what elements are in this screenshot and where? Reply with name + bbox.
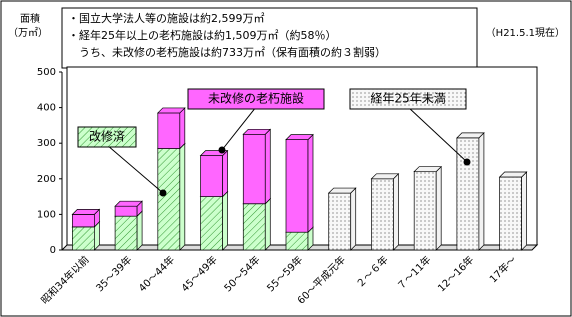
bar-top — [285, 134, 314, 140]
bar — [242, 203, 266, 251]
y-tick-label: 100 — [37, 209, 56, 220]
bar-top — [456, 132, 485, 139]
legend-swatch — [77, 126, 137, 148]
bar-top — [156, 107, 186, 114]
bar-side — [435, 165, 442, 251]
bar — [200, 155, 223, 197]
annotation: ・国立大学法人等の施設は約2,599万㎡ — [68, 11, 265, 25]
x-tick-label: 35～39年 — [93, 253, 134, 294]
bar-side — [222, 149, 228, 198]
bar-top — [71, 209, 101, 215]
bar-side — [179, 142, 186, 251]
bar — [242, 133, 266, 205]
annotation: うち、未改修の老朽施設は約733万㎡（保有面積の約３割弱） — [68, 45, 386, 59]
x-tick-label: 50～54年 — [221, 253, 262, 294]
legend-swatch — [349, 88, 467, 110]
legend-label: 改修済 — [89, 129, 125, 144]
annotation-box — [61, 7, 478, 69]
bar — [157, 112, 181, 149]
bar-side — [350, 187, 357, 251]
bar-side — [264, 197, 271, 251]
bar — [157, 148, 181, 251]
callout-dot — [463, 158, 471, 166]
bar-side — [222, 190, 228, 251]
bar — [285, 231, 309, 251]
bar-side — [264, 128, 271, 205]
x-tick-label: ２～６年 — [353, 253, 390, 290]
bar — [114, 215, 138, 251]
y-tick-label: 200 — [37, 174, 56, 185]
bar-top — [327, 187, 357, 194]
x-tick-label: 55～59年 — [264, 253, 305, 294]
bar-top — [370, 173, 400, 180]
bar-top — [114, 200, 143, 207]
callout-line — [106, 144, 164, 194]
legend-label: 経年25年未満 — [370, 92, 445, 106]
y-tick-label: 400 — [37, 103, 56, 114]
bar — [328, 192, 352, 251]
bar-side — [136, 210, 143, 251]
bar-top — [498, 171, 528, 178]
y-label: 面積 — [20, 12, 40, 25]
y-tick-label: 300 — [37, 138, 56, 149]
bar — [114, 205, 138, 217]
x-tick-label: 45～49年 — [178, 253, 219, 294]
bar-side — [179, 107, 186, 150]
bar — [72, 226, 95, 251]
bar — [72, 214, 95, 228]
bar — [200, 196, 223, 251]
bar — [285, 139, 309, 233]
y-tick-label: 0 — [50, 245, 56, 256]
x-tick-label: 17年～ — [487, 253, 519, 285]
date-note: （H21.5.1現在） — [486, 27, 565, 39]
bar-side — [393, 172, 399, 251]
callout-dot — [159, 189, 167, 197]
x-tick-label: 40～44年 — [136, 253, 177, 294]
x-tick-label: 昭和34年以前 — [38, 253, 92, 307]
callout-line — [221, 106, 257, 151]
annotation: ・経年25年以上の老朽施設は約1,509万㎡（約58％） — [68, 28, 336, 42]
callout-dot — [218, 146, 226, 154]
bar-side — [521, 171, 527, 251]
bar — [413, 171, 437, 251]
legend-swatch — [187, 88, 325, 110]
x-tick-label: ７～11年 — [394, 253, 433, 292]
x-tick-label: 12～16年 — [435, 253, 476, 294]
bar-top — [242, 128, 272, 135]
bar — [371, 178, 394, 251]
bar — [499, 176, 522, 251]
legend-label: 未改修の老朽施設 — [208, 91, 304, 106]
bar-top — [413, 166, 443, 173]
bar-side — [307, 133, 314, 234]
bar — [456, 137, 480, 251]
y-tick-label: 500 — [37, 67, 56, 78]
y-label: （万㎡） — [8, 27, 48, 39]
callout-line — [407, 106, 468, 163]
bar-side — [478, 132, 485, 251]
